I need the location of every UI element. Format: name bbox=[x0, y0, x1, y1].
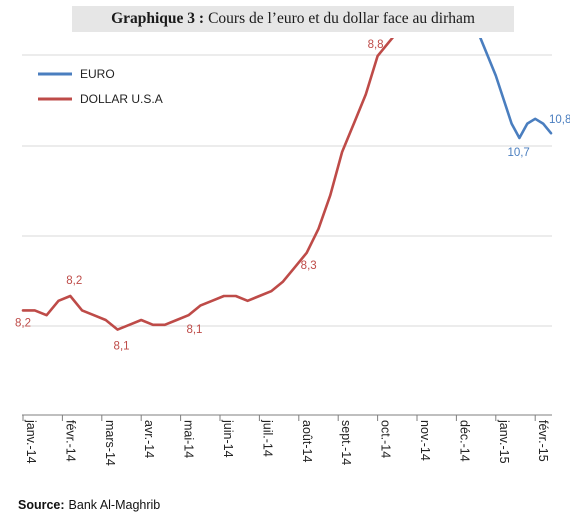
data-label: 10,8 bbox=[549, 114, 570, 126]
legend: EURO DOLLAR U.S.A bbox=[38, 67, 163, 106]
x-tick-label: sept.-14 bbox=[339, 420, 353, 465]
x-tick-label: févr.-14 bbox=[63, 420, 77, 462]
data-label: 10,7 bbox=[507, 147, 529, 159]
series-lines bbox=[21, 38, 553, 331]
x-tick-label: mars-14 bbox=[103, 420, 117, 466]
source-note: Source: Bank Al-Maghrib bbox=[18, 498, 160, 512]
chart-title-bold: Graphique 3 : bbox=[111, 10, 205, 27]
series-line-dollar bbox=[21, 38, 395, 331]
x-tick-label: nov.-14 bbox=[418, 420, 432, 461]
x-tick-label: déc.-14 bbox=[457, 420, 471, 462]
data-label: 8,2 bbox=[15, 317, 31, 329]
x-tick-label: août-14 bbox=[300, 420, 314, 462]
line-chart: janv.-14 févr.-14 mars-14 avr.-14 mai-14 juin… bbox=[15, 38, 570, 466]
x-tick-label: oct.-14 bbox=[379, 420, 393, 458]
x-tick-label: juin-14 bbox=[221, 419, 235, 458]
x-tick-label: févr.-15 bbox=[536, 420, 550, 462]
data-label: 8,3 bbox=[301, 260, 317, 272]
legend-label-dollar: DOLLAR U.S.A bbox=[80, 92, 163, 106]
data-label: 8,8 bbox=[368, 39, 384, 51]
x-tick-label: mai-14 bbox=[182, 420, 196, 458]
legend-label-euro: EURO bbox=[80, 67, 115, 81]
data-labels: 11,211,311,211,011,010,710,88,28,28,18,1… bbox=[15, 39, 570, 353]
chart-title-text: Cours de l’euro et du dollar face au dir… bbox=[208, 10, 475, 27]
source-label: Source: bbox=[18, 498, 65, 512]
x-axis: janv.-14 févr.-14 mars-14 avr.-14 mai-14 juin… bbox=[22, 414, 552, 466]
x-tick-label: janv.-15 bbox=[497, 419, 511, 464]
x-tick-label: janv.-14 bbox=[24, 419, 38, 464]
data-label: 8,1 bbox=[186, 324, 202, 336]
source-value: Bank Al-Maghrib bbox=[68, 498, 161, 512]
gridlines bbox=[22, 54, 552, 327]
series-line-euro bbox=[478, 38, 553, 140]
data-label: 8,1 bbox=[114, 341, 130, 353]
data-label: 8,2 bbox=[66, 275, 82, 287]
x-tick-label: avr.-14 bbox=[142, 420, 156, 458]
x-tick-label: juil.-14 bbox=[260, 419, 274, 457]
chart-title: Graphique 3 : Cours de l’euro et du dolla… bbox=[72, 6, 514, 32]
